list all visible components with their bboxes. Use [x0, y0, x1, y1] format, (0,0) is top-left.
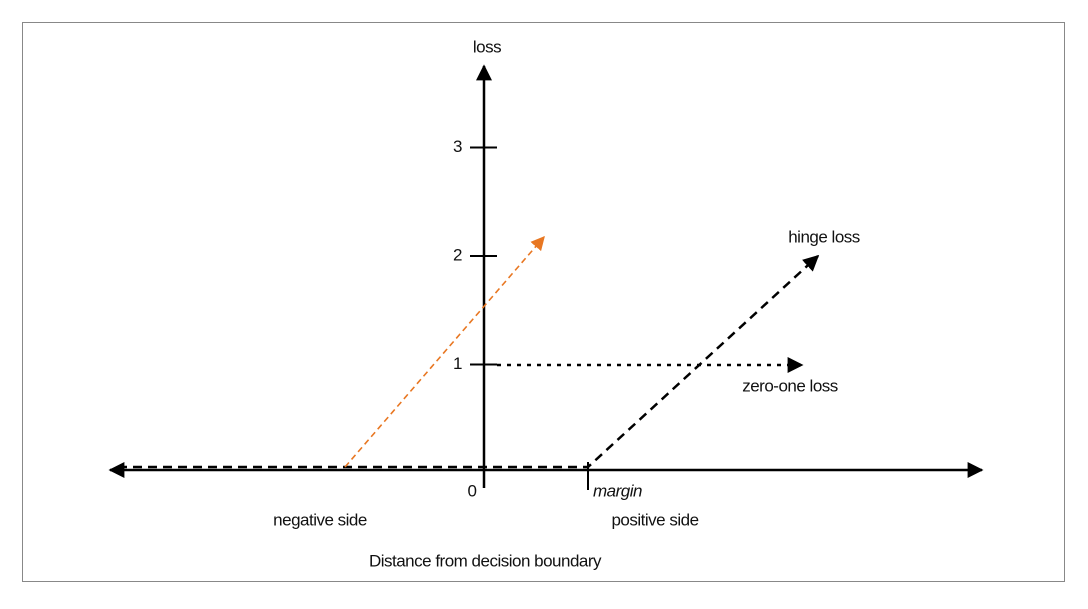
- frame: [22, 22, 1065, 582]
- y-tick-label: 0: [468, 481, 477, 500]
- y-tick-label: 2: [453, 245, 462, 264]
- hinge-loss-label: hinge loss: [788, 227, 860, 246]
- positive-side-label: positive side: [611, 510, 698, 529]
- y-tick-label: 1: [453, 354, 462, 373]
- zero-one-loss-label: zero-one loss: [742, 376, 838, 395]
- y-axis-label: loss: [473, 37, 501, 56]
- margin-label: margin: [593, 481, 642, 500]
- x-axis-label: Distance from decision boundary: [369, 551, 602, 570]
- hinge-loss-line: [118, 254, 820, 469]
- negative-side-label: negative side: [273, 510, 367, 529]
- orange-dashed-line: [344, 235, 545, 468]
- y-tick-label: 3: [453, 137, 462, 156]
